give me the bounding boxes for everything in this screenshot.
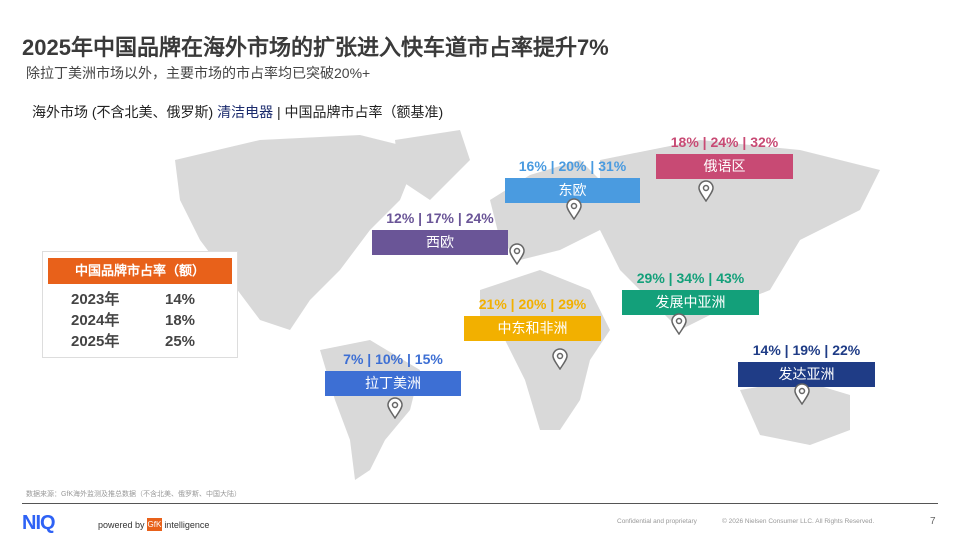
region-label: 21% | 20% | 29% 中东和非洲: [464, 296, 601, 341]
legend-year: 2024年: [71, 312, 120, 329]
location-pin-icon: [566, 198, 582, 221]
region-label: 7% | 10% | 15% 拉丁美洲: [325, 351, 461, 396]
copyright: © 2026 Nielsen Consumer LLC. All Rights …: [722, 518, 875, 525]
powered-by: powered by GfK intelligence: [98, 518, 209, 531]
location-pin-icon: [671, 313, 687, 336]
region-name: 西欧: [372, 230, 508, 255]
greenland: [395, 130, 470, 200]
region-name: 东欧: [505, 178, 640, 203]
location-pin-icon: [794, 383, 810, 406]
page-number: 7: [930, 516, 936, 527]
region-label: 16% | 20% | 31% 东欧: [505, 158, 640, 203]
powered-text: powered by: [98, 519, 145, 530]
legend-value: 25%: [165, 333, 196, 350]
region-name: 发展中亚洲: [622, 290, 759, 315]
region-label: 12% | 17% | 24% 西欧: [372, 210, 508, 255]
region-name: 发达亚洲: [738, 362, 875, 387]
legend-value: 18%: [165, 312, 196, 329]
region-name: 中东和非洲: [464, 316, 601, 341]
scope-label: 海外市场 (不含北美、俄罗斯) 清洁电器 | 中国品牌市占率（额基准): [32, 102, 443, 122]
legend-row: 2023年 14%: [43, 289, 237, 310]
location-pin-icon: [387, 397, 403, 420]
asia: [600, 140, 880, 330]
intelligence-text: intelligence: [164, 519, 210, 530]
legend-header: 中国品牌市占率（额）: [48, 258, 232, 284]
region-share-values: 14% | 19% | 22%: [752, 342, 861, 358]
region-name: 俄语区: [656, 154, 793, 179]
region-label: 29% | 34% | 43% 发展中亚洲: [622, 270, 759, 315]
location-pin-icon: [552, 348, 568, 371]
legend-year: 2023年: [71, 291, 120, 308]
legend-row: 2024年 18%: [43, 310, 237, 331]
region-share-values: 18% | 24% | 32%: [670, 134, 779, 150]
australia: [740, 380, 850, 445]
legend-row: 2025年 25%: [43, 331, 237, 352]
source-note: 数据来源：GfK海外监测及推总数据（不含北美、俄罗斯、中国大陆）: [26, 491, 242, 498]
niq-logo: NIQ: [22, 512, 56, 534]
gfk-logo: GfK: [146, 518, 163, 531]
region-share-values: 12% | 17% | 24%: [386, 210, 494, 226]
region-share-values: 21% | 20% | 29%: [478, 296, 587, 312]
legend-year: 2025年: [71, 333, 120, 350]
region-share-values: 29% | 34% | 43%: [636, 270, 745, 286]
page-title: 2025年中国品牌在海外市场的扩张进入快车道市占率提升7%: [22, 35, 609, 60]
footer-divider: [22, 503, 938, 504]
scope-category: 清洁电器: [217, 104, 274, 120]
africa: [480, 270, 610, 430]
legend-value: 14%: [165, 291, 196, 308]
location-pin-icon: [509, 243, 525, 266]
region-share-values: 16% | 20% | 31%: [518, 158, 627, 174]
page-subtitle: 除拉丁美洲市场以外，主要市场的市占率均已突破20%+: [26, 65, 371, 81]
region-label: 18% | 24% | 32% 俄语区: [656, 134, 793, 179]
confidential-note: Confidential and proprietary: [617, 518, 697, 525]
region-label: 14% | 19% | 22% 发达亚洲: [738, 342, 875, 387]
region-name: 拉丁美洲: [325, 371, 461, 396]
region-share-values: 7% | 10% | 15%: [343, 351, 443, 367]
scope-suffix: | 中国品牌市占率（额基准): [273, 104, 444, 120]
location-pin-icon: [698, 180, 714, 203]
scope-prefix: 海外市场 (不含北美、俄罗斯): [32, 104, 218, 120]
share-legend: 中国品牌市占率（额） 2023年 14% 2024年 18% 2025年 25%: [42, 251, 238, 358]
